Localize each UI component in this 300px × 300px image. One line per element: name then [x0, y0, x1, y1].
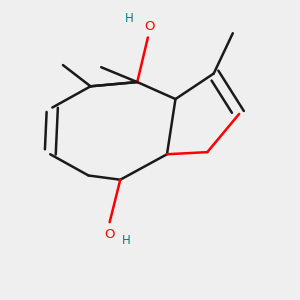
Text: H: H — [124, 12, 133, 25]
Text: O: O — [145, 20, 155, 33]
Text: H: H — [122, 233, 131, 247]
Text: O: O — [104, 228, 115, 241]
